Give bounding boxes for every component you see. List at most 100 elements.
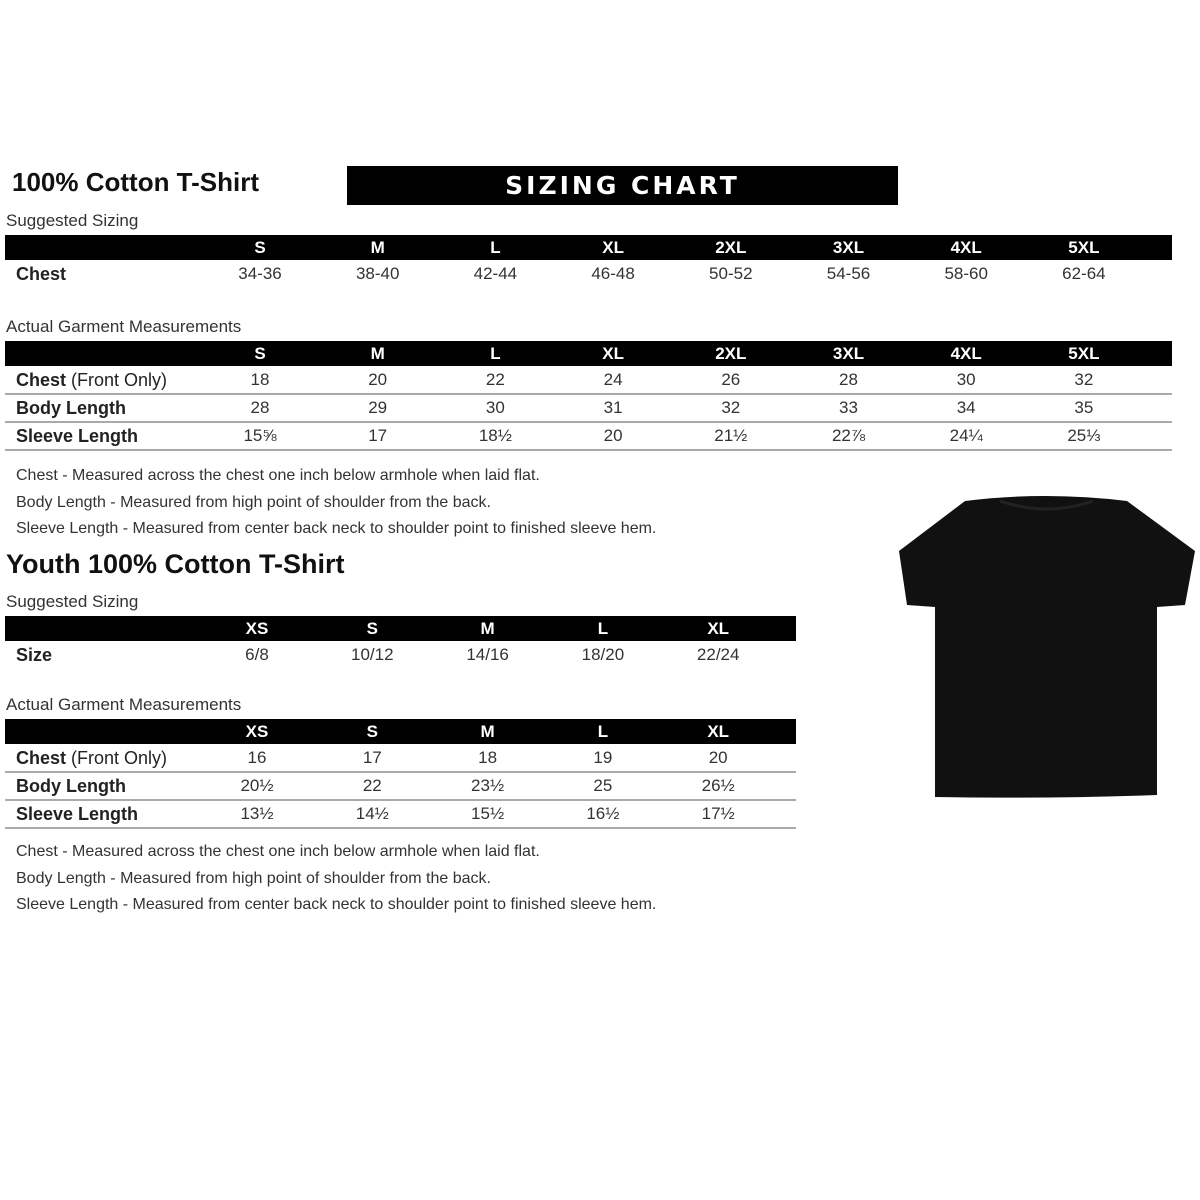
- table-cell: 20½: [240, 776, 274, 795]
- table-cell: 22/24: [696, 645, 740, 664]
- row-label: Chest (Front Only): [16, 366, 167, 394]
- measurement-note: Sleeve Length - Measured from center bac…: [16, 896, 657, 913]
- table-cell: 16: [247, 748, 267, 767]
- size-header: 2XL: [715, 344, 747, 363]
- table-cell: 31: [603, 398, 623, 417]
- table-cell: 28: [839, 370, 858, 389]
- row-label-text: Size: [16, 645, 53, 665]
- table-cell: 62-64: [1062, 264, 1106, 283]
- size-header: 5XL: [1068, 344, 1100, 363]
- size-header: 5XL: [1068, 238, 1100, 257]
- table-cell: 26½: [701, 776, 735, 795]
- row-label-suffix: (Front Only): [66, 748, 168, 768]
- table-cell: 38-40: [355, 264, 400, 283]
- size-header: L: [597, 619, 609, 638]
- table-cell: 14½: [355, 804, 389, 823]
- table-cell: 18: [478, 748, 498, 767]
- table-cell: 14/16: [466, 645, 509, 664]
- table-cell: 34: [956, 398, 976, 417]
- table-cell: 32: [721, 398, 741, 417]
- row-label: Sleeve Length: [16, 422, 138, 450]
- size-header: 3XL: [832, 344, 865, 363]
- size-header: M: [480, 619, 495, 638]
- size-header: L: [490, 344, 501, 363]
- table-cell: 32: [1074, 370, 1094, 389]
- size-header: S: [254, 238, 266, 257]
- row-label: Sleeve Length: [16, 800, 138, 828]
- table-header-bar: S M L XL 2XL 3XL 4XL 5XL: [5, 235, 1172, 260]
- row-label-text: Sleeve Length: [16, 804, 139, 824]
- size-header: 4XL: [950, 238, 982, 257]
- table-row: Chest (Front Only) 18 20 22 24 26 28 30 32: [5, 366, 1172, 394]
- row-divider: [5, 799, 796, 801]
- tshirt-image: [899, 496, 1195, 798]
- table-cell: 18½: [478, 426, 512, 445]
- table-cell: 13½: [240, 804, 274, 823]
- size-header: S: [366, 722, 378, 741]
- measurement-note: Sleeve Length - Measured from center bac…: [16, 520, 657, 537]
- table-cell: 58-60: [944, 264, 988, 283]
- row-label-text: Chest: [16, 264, 67, 284]
- table-cell: 24: [603, 370, 623, 389]
- row-label: Chest: [16, 260, 66, 288]
- row-divider: [5, 827, 796, 829]
- measurement-note: Chest - Measured across the chest one in…: [16, 843, 540, 860]
- table-cell: 20: [708, 748, 728, 767]
- table-row: Sleeve Length 15⅝ 17 18½ 20 21½ 22⅞ 24¼ 25⅓: [5, 422, 1172, 450]
- adult-title: 100% Cotton T-Shirt: [12, 167, 260, 197]
- row-divider: [5, 771, 796, 773]
- youth-actual-label: Actual Garment Measurements: [6, 695, 242, 714]
- measurement-note: Chest - Measured across the chest one in…: [16, 467, 540, 484]
- tshirt-shape: [899, 496, 1195, 798]
- size-header: M: [370, 344, 385, 363]
- row-label: Size: [16, 641, 52, 669]
- row-label-text: Chest: [16, 748, 67, 768]
- table-cell: 17½: [701, 804, 735, 823]
- table-cell: 54-56: [826, 264, 871, 283]
- adult-actual-table: S M L XL 2XL 3XL 4XL 5XL Chest (Front Only) 18 20 2…: [5, 341, 1172, 451]
- table-cell: 17: [368, 426, 388, 445]
- youth-suggested-label: Suggested Sizing: [6, 592, 139, 611]
- table-cell: 20: [603, 426, 623, 445]
- adult-suggested-table: S M L XL 2XL 3XL 4XL 5XL Chest 34-36 38-40 42-44 46-…: [5, 235, 1172, 284]
- table-header-bar: XS S M L XL: [5, 616, 796, 641]
- table-cell: 25⅓: [1067, 426, 1101, 445]
- row-label-text: Body Length: [16, 398, 126, 418]
- table-header-bar: S M L XL 2XL 3XL 4XL 5XL: [5, 341, 1172, 366]
- sizing-chart-banner: SIZING CHART: [347, 166, 898, 205]
- row-label: Body Length: [16, 394, 126, 422]
- size-header: S: [254, 344, 266, 363]
- size-header: XL: [707, 619, 730, 638]
- table-cell: 18/20: [581, 645, 625, 664]
- row-label: Body Length: [16, 772, 126, 800]
- row-divider: [5, 421, 1172, 423]
- youth-actual-table: XS S M L XL Chest (Front Only) 16 17 18 19 20 Body …: [5, 719, 796, 829]
- table-cell: 46-48: [591, 264, 635, 283]
- table-cell: 42-44: [473, 264, 518, 283]
- table-cell: 18: [250, 370, 270, 389]
- size-header: XS: [245, 619, 269, 638]
- row-label-text: Body Length: [16, 776, 126, 796]
- table-cell: 50-52: [709, 264, 753, 283]
- table-cell: 10/12: [351, 645, 394, 664]
- table-row: Chest (Front Only) 16 17 18 19 20: [5, 744, 796, 772]
- size-header: L: [597, 722, 609, 741]
- size-header: XL: [602, 238, 624, 257]
- size-header: L: [490, 238, 501, 257]
- size-header: XS: [245, 722, 269, 741]
- table-cell: 34-36: [238, 264, 282, 283]
- adult-suggested-label: Suggested Sizing: [6, 211, 139, 230]
- row-divider: [5, 449, 1172, 451]
- table-cell: 22: [362, 776, 382, 795]
- table-cell: 29: [368, 398, 388, 417]
- size-header: S: [366, 619, 378, 638]
- size-header: M: [370, 238, 385, 257]
- size-header: XL: [707, 722, 730, 741]
- size-header: 3XL: [832, 238, 865, 257]
- table-cell: 33: [839, 398, 858, 417]
- row-label-suffix: (Front Only): [66, 370, 168, 390]
- table-cell: 21½: [714, 426, 748, 445]
- table-row: Body Length 28 29 30 31 32 33 34 35: [5, 394, 1172, 422]
- table-cell: 15⅝: [243, 426, 277, 445]
